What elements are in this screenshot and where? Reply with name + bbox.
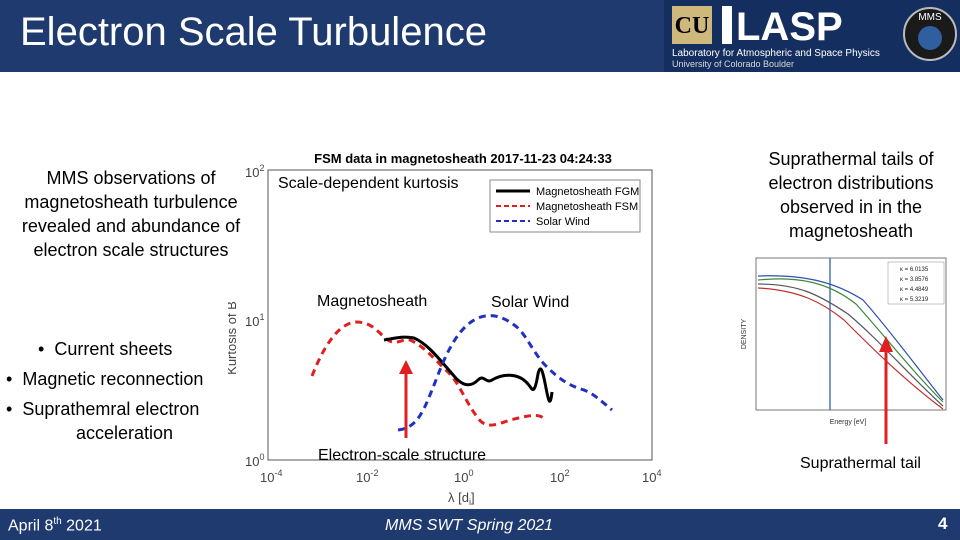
caption-line: Suprathermal tails of xyxy=(768,149,934,169)
caption-line: magnetosheath xyxy=(788,221,914,241)
label-magnetosheath: Magnetosheath xyxy=(317,293,427,310)
lasp-mark-icon xyxy=(722,6,732,44)
inset-legend-entry: κ = 6.0135 xyxy=(900,267,929,273)
page-number: 4 xyxy=(938,514,948,533)
lasp-university: University of Colorado Boulder xyxy=(672,59,794,69)
bullet-item: • Current sheets xyxy=(38,338,172,360)
y-tick-label: 102 xyxy=(245,163,264,180)
curve-solar-wind xyxy=(397,314,613,432)
suprathermal-caption: Suprathermal tails of electron distribut… xyxy=(742,147,960,243)
x-tick-label: 102 xyxy=(550,468,569,485)
plot-title: FSM data in magnetosheath 2017-11-23 04:… xyxy=(314,151,612,166)
electron-distribution-inset: DENSITY κ = 6.0135 κ = 3.8576 κ = 4.4849… xyxy=(741,257,947,426)
inset-curve xyxy=(757,278,944,403)
lasp-wordmark: LASP xyxy=(736,5,843,49)
tail-arrow-head-icon xyxy=(879,336,893,352)
caption-line: observed in in the xyxy=(779,197,923,217)
curve-fgm xyxy=(383,335,554,403)
inset-y-axis-label: DENSITY xyxy=(741,319,748,350)
y-tick-label: 101 xyxy=(245,312,264,329)
slide-title: Electron Scale Turbulence xyxy=(20,10,487,54)
x-tick-label: 104 xyxy=(642,468,661,485)
plot-subtitle: Scale-dependent kurtosis xyxy=(278,175,459,192)
mms-earth-icon xyxy=(918,26,942,50)
structure-arrow-head-icon xyxy=(399,360,413,374)
bullet-text: Suprathemral electron xyxy=(22,399,200,419)
x-tick-label: 10-4 xyxy=(260,468,282,485)
summary-line: revealed and abundance of xyxy=(21,216,241,236)
inset-legend-entry: κ = 4.4849 xyxy=(900,287,929,293)
bullet-text: Magnetic reconnection xyxy=(22,369,204,389)
legend-entry: Magnetosheath FGM xyxy=(536,186,639,198)
legend-entry: Solar Wind xyxy=(536,216,590,228)
lasp-subtitle: Laboratory for Atmospheric and Space Phy… xyxy=(672,48,880,59)
bullet-item: • Suprathemral electron xyxy=(6,398,199,420)
inset-legend-entry: κ = 3.8576 xyxy=(900,277,929,283)
bullet-continuation: acceleration xyxy=(76,423,174,443)
cu-logo-text: CU xyxy=(675,13,710,39)
summary-text: MMS observations of magnetosheath turbul… xyxy=(4,166,258,262)
inset-curve xyxy=(757,287,944,410)
legend-entry: Magnetosheath FSM xyxy=(536,201,638,213)
cu-logo-icon xyxy=(672,6,712,44)
x-tick-label: 100 xyxy=(454,468,473,485)
label-solar-wind: Solar Wind xyxy=(491,294,569,311)
mms-badge-text: MMS xyxy=(918,12,942,23)
inset-legend-entry: κ = 5.3219 xyxy=(900,297,929,303)
footer-meeting: MMS SWT Spring 2021 xyxy=(385,517,554,534)
bullet-marker: • xyxy=(6,369,13,389)
label-electron-structure: Electron-scale structure xyxy=(318,447,486,464)
x-tick-label: 10-2 xyxy=(356,468,378,485)
summary-line: magnetosheath turbulence xyxy=(24,192,238,212)
inset-x-axis-label: Energy [eV] xyxy=(830,419,867,426)
inset-legend xyxy=(887,261,945,305)
tail-label: Suprathermal tail xyxy=(800,455,921,472)
summary-line: electron scale structures xyxy=(33,240,229,260)
tail-arrow xyxy=(879,336,893,444)
bullet-item: • Magnetic reconnection xyxy=(6,368,203,390)
bullet-marker: • xyxy=(6,399,13,419)
bullet-text: Current sheets xyxy=(54,339,173,359)
curve-fsm xyxy=(310,320,548,427)
x-axis-label: λ [di] xyxy=(448,490,475,507)
y-axis-label: Kurtosis of B xyxy=(228,301,239,375)
inset-curve xyxy=(757,275,944,401)
bullet-marker: • xyxy=(38,339,45,359)
footer-date-main: April 8 xyxy=(8,517,54,535)
footer-bar xyxy=(0,509,960,540)
y-tick-label: 100 xyxy=(245,452,264,469)
footer-date-sup: th xyxy=(53,516,62,527)
footer-date-year: 2021 xyxy=(61,517,102,535)
logos-graphic: CU LASP Laboratory for Atmospheric and S… xyxy=(672,5,957,69)
kurtosis-plot: FSM data in magnetosheath 2017-11-23 04:… xyxy=(228,151,661,507)
footer-date: April 8th 2021 xyxy=(8,516,102,535)
logo-banner: CU LASP Laboratory for Atmospheric and S… xyxy=(664,0,960,72)
summary-line: MMS observations of xyxy=(46,168,216,188)
caption-line: electron distributions xyxy=(768,173,934,193)
inset-curve xyxy=(757,283,944,407)
